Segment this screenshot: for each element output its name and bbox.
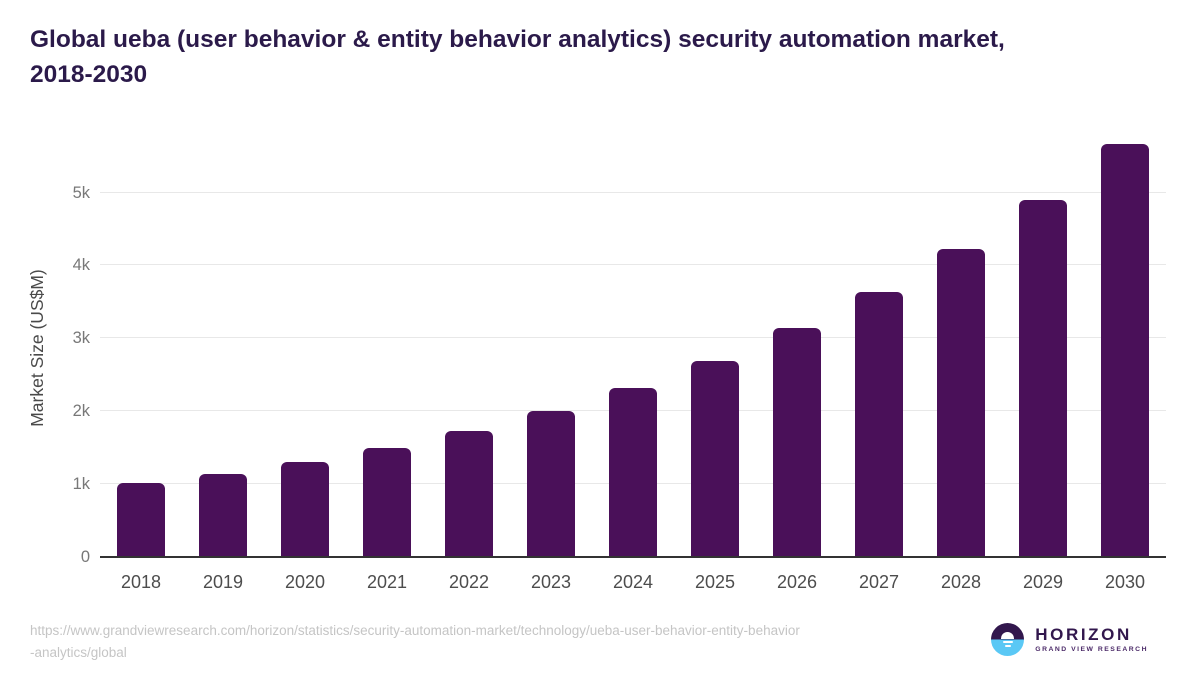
page-title: Global ueba (user behavior & entity beha… [30, 22, 1150, 92]
bar-slot [592, 387, 674, 557]
logo-text: HORIZON GRAND VIEW RESEARCH [1035, 625, 1148, 653]
bar-2024[interactable] [609, 387, 657, 557]
x-axis-line [100, 556, 1166, 558]
bar-slot [428, 430, 510, 557]
bar-slot [510, 411, 592, 557]
bar-slot [100, 482, 182, 557]
bar-2028[interactable] [937, 248, 985, 557]
gridline-3k [100, 337, 1166, 339]
source-url: https://www.grandviewresearch.com/horizo… [30, 620, 960, 664]
x-tick-2030: 2030 [1104, 572, 1146, 592]
y-tick-3k: 3k [72, 329, 90, 348]
x-tick-2023: 2023 [530, 572, 572, 592]
bar-slot [674, 360, 756, 557]
x-tick-2019: 2019 [202, 572, 244, 592]
x-tick-2027: 2027 [858, 572, 900, 592]
x-tick-2029: 2029 [1022, 572, 1064, 592]
bar-slot [920, 248, 1002, 557]
bar-2022[interactable] [445, 430, 493, 557]
x-tick-2025: 2025 [694, 572, 736, 592]
x-tick-2028: 2028 [940, 572, 982, 592]
bar-slot [264, 461, 346, 557]
bar-2019[interactable] [199, 473, 247, 557]
bar-slot [346, 447, 428, 557]
bar-2020[interactable] [281, 461, 329, 557]
title-line-2: 2018-2030 [30, 61, 148, 88]
x-tick-2018: 2018 [120, 572, 162, 592]
x-tick-2026: 2026 [776, 572, 818, 592]
x-tick-2024: 2024 [612, 572, 654, 592]
sun-icon [1001, 632, 1015, 639]
y-tick-1k: 1k [72, 475, 90, 494]
gridline-5k [100, 191, 1166, 193]
bar-2021[interactable] [363, 447, 411, 557]
bar-slot [838, 291, 920, 557]
source-url-line-1: https://www.grandviewresearch.com/horizo… [30, 623, 800, 638]
bar-2023[interactable] [527, 411, 575, 557]
y-tick-0: 0 [80, 548, 90, 566]
water-reflection-icon [1004, 645, 1011, 647]
bar-2030[interactable] [1101, 143, 1149, 557]
x-tick-2022: 2022 [448, 572, 490, 592]
y-tick-5k: 5k [72, 183, 90, 202]
bar-slot [756, 328, 838, 557]
bar-slot [1084, 143, 1166, 557]
bar-2029[interactable] [1019, 199, 1067, 557]
bar-slot [1002, 199, 1084, 557]
x-axis-labels: 2018 2019 2020 2021 2022 2023 2024 2025 2026 2027… [100, 568, 1166, 596]
y-tick-4k: 4k [72, 256, 90, 275]
water-reflection-icon [1002, 641, 1013, 643]
x-tick-2021: 2021 [366, 572, 408, 592]
bar-2026[interactable] [773, 328, 821, 557]
logo-wordmark: HORIZON [1035, 625, 1132, 644]
horizon-logo: HORIZON GRAND VIEW RESEARCH [991, 620, 1148, 658]
plot-area [100, 140, 1166, 558]
y-axis-ticks: 0 1k 2k 3k 4k 5k [0, 140, 90, 567]
bars [100, 140, 1166, 557]
gridline-4k [100, 264, 1166, 266]
bar-2027[interactable] [855, 291, 903, 557]
bar-slot [182, 473, 264, 557]
bar-2025[interactable] [691, 360, 739, 557]
title-line-1: Global ueba (user behavior & entity beha… [30, 26, 1005, 53]
x-tick-2020: 2020 [284, 572, 326, 592]
y-tick-2k: 2k [72, 402, 90, 421]
source-url-line-2: -analytics/global [30, 645, 127, 660]
logo-tagline: GRAND VIEW RESEARCH [1035, 646, 1148, 653]
bar-2018[interactable] [117, 482, 165, 557]
horizon-sun-icon [991, 622, 1025, 656]
